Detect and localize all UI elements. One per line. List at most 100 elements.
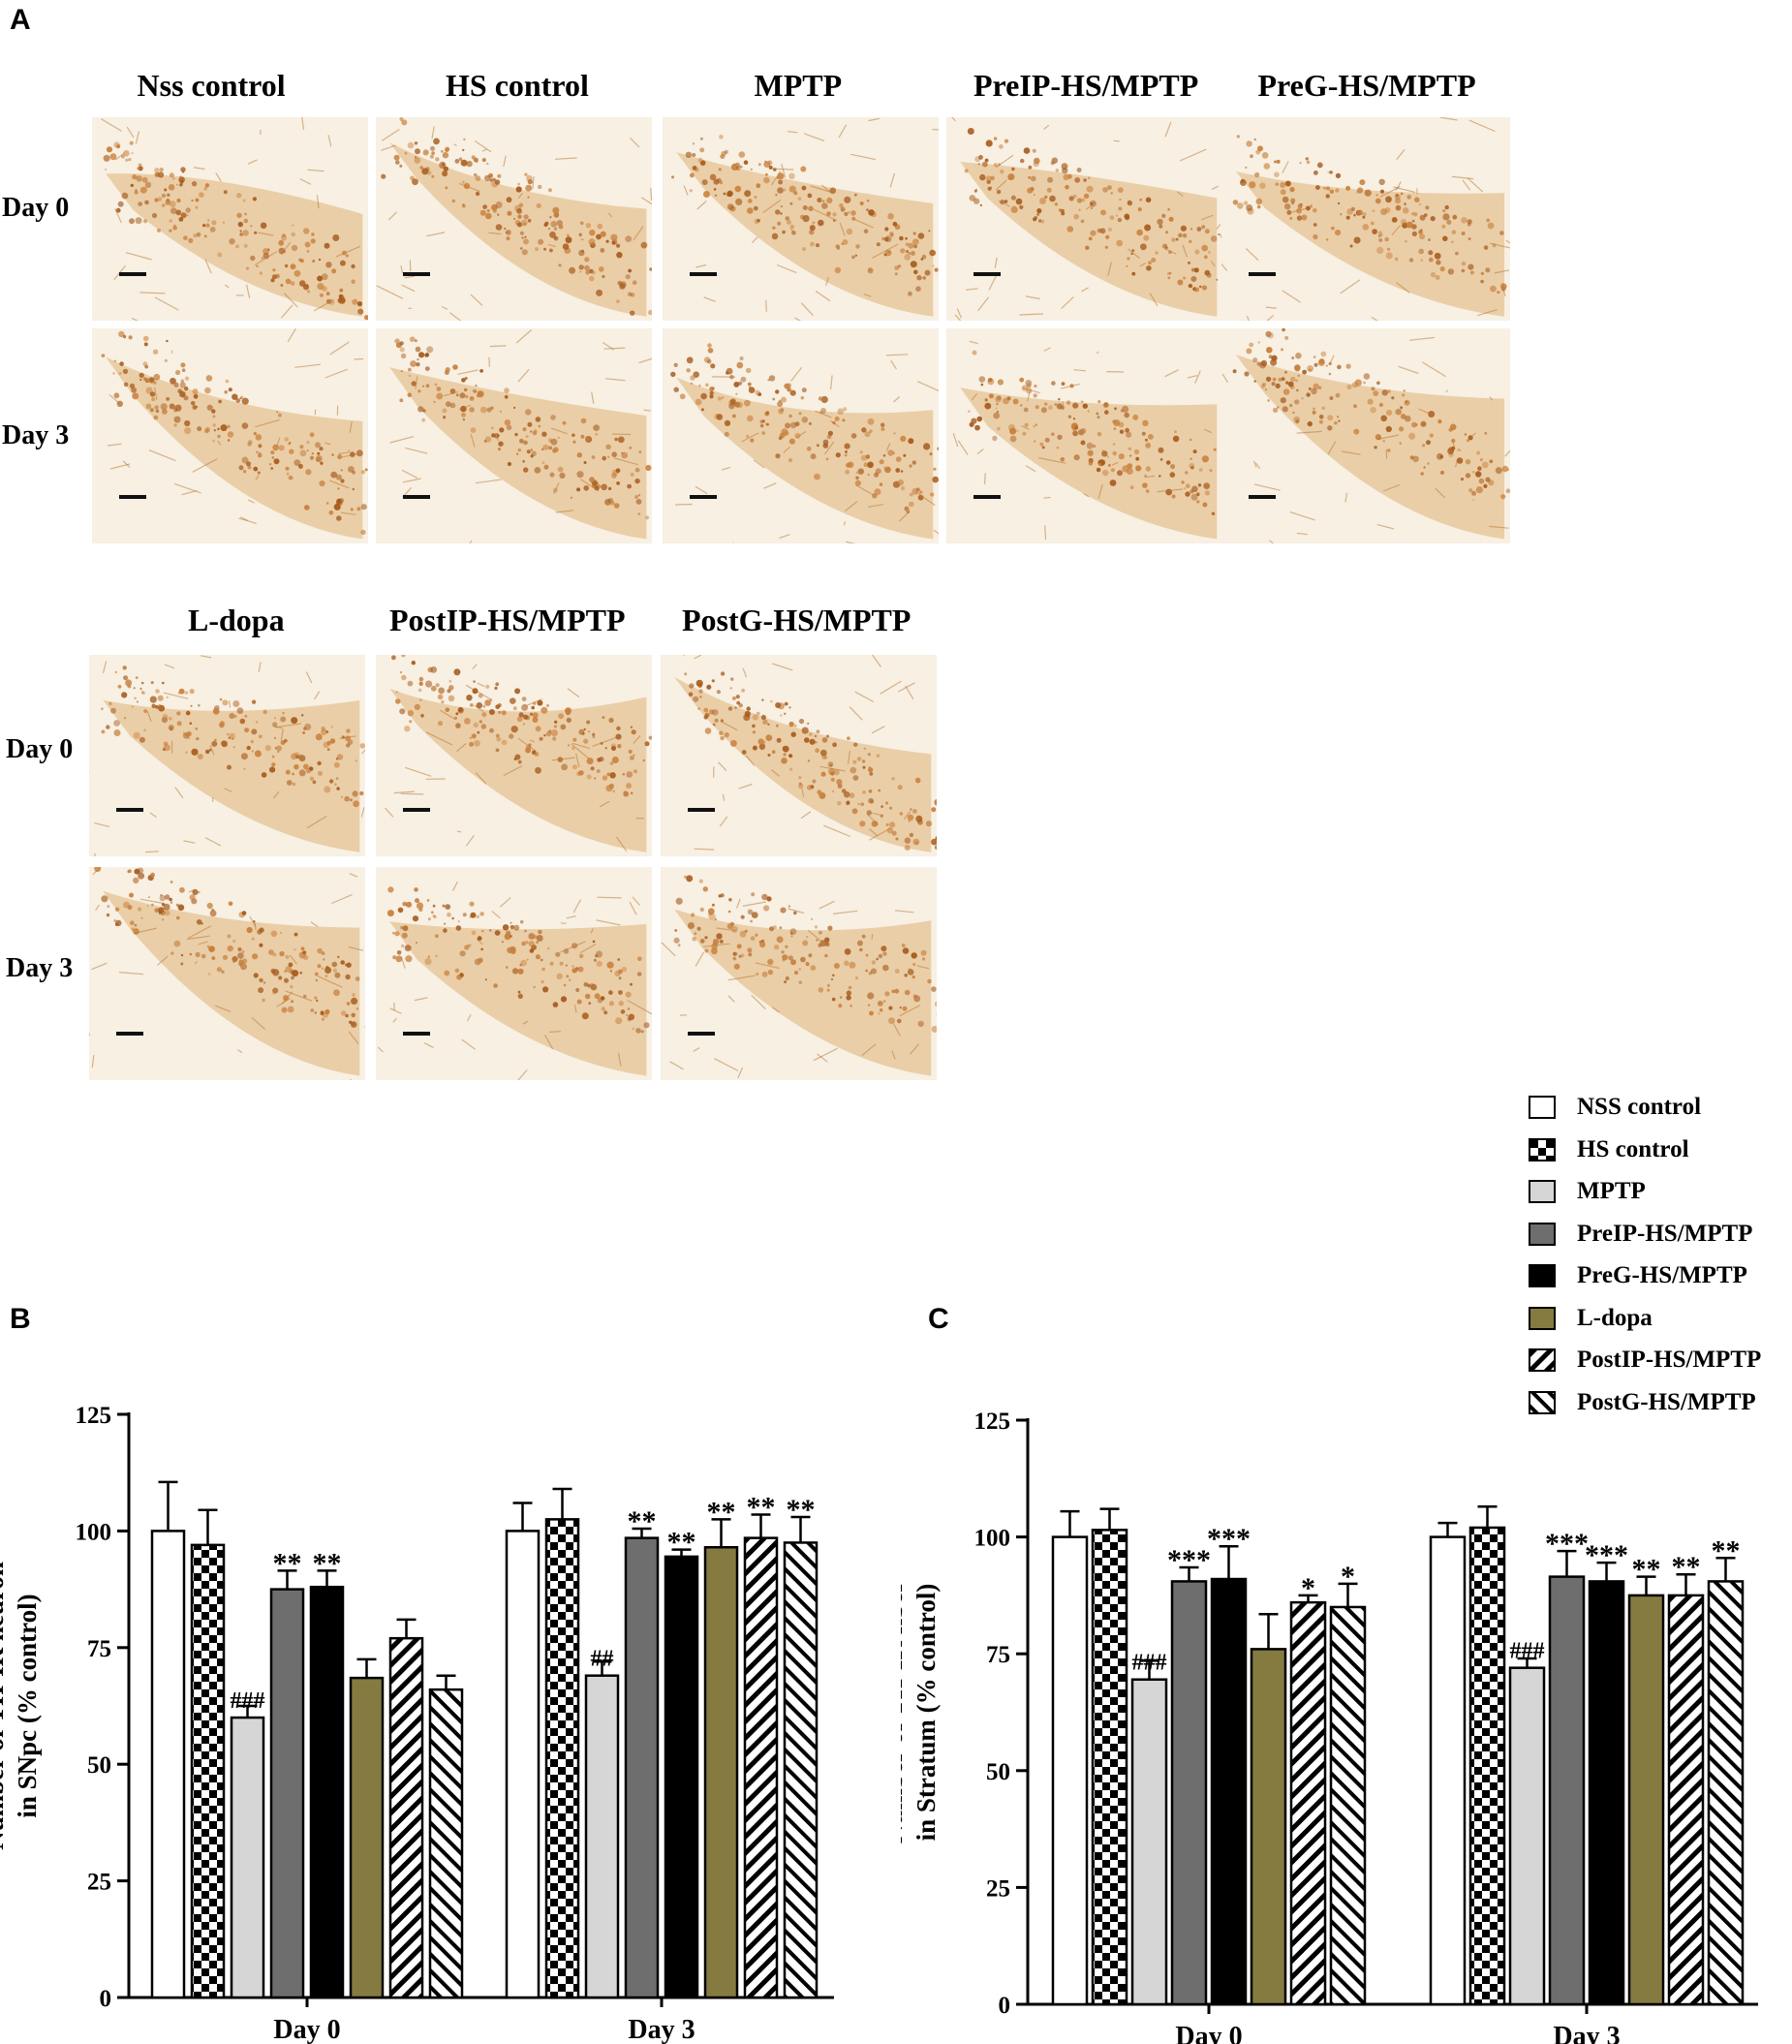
significance-label: *: [1341, 1561, 1355, 1593]
legend-entry: PreG-HS/MPTP: [1529, 1261, 1747, 1290]
bar: [349, 1676, 385, 1999]
bar: [1250, 1648, 1287, 2006]
micrograph-panel: [89, 867, 365, 1080]
bar: [1170, 1580, 1208, 2006]
scale-bar: [403, 808, 430, 812]
micrograph-panel: [663, 117, 939, 321]
panel-b-letter: B: [10, 1303, 31, 1335]
bar: [309, 1585, 345, 1999]
bar: [664, 1555, 699, 1999]
legend-entry: PostG-HS/MPTP: [1529, 1388, 1756, 1417]
bar: [1707, 1580, 1745, 2006]
y-tick-label: 75: [87, 1636, 111, 1662]
legend-label: PreG-HS/MPTP: [1577, 1262, 1747, 1288]
significance-label: **: [1672, 1551, 1701, 1583]
scale-bar: [116, 808, 143, 812]
bar: [1588, 1580, 1625, 2006]
significance-label: **: [1712, 1534, 1741, 1566]
scale-bar: [119, 272, 146, 276]
significance-label: ###: [1132, 1651, 1167, 1676]
scale-bar: [688, 1032, 715, 1036]
legend-label: MPTP: [1577, 1178, 1646, 1204]
x-category-label: Day 3: [1553, 2022, 1620, 2044]
significance-label: **: [787, 1494, 816, 1526]
micrograph-panel: [1221, 328, 1510, 543]
significance-label: **: [273, 1547, 302, 1579]
significance-label: ###: [1510, 1639, 1545, 1664]
micrograph-panel: [661, 867, 937, 1080]
legend-label: PreIP-HS/MPTP: [1577, 1220, 1753, 1247]
y-tick-label: 50: [87, 1752, 111, 1779]
bar: [428, 1688, 464, 1999]
bar: [1289, 1600, 1327, 2006]
legend-swatch: [1529, 1306, 1556, 1330]
bar: [1130, 1678, 1168, 2006]
legend-swatch: [1529, 1137, 1556, 1161]
legend-swatch: [1529, 1180, 1556, 1203]
bar: [1627, 1594, 1665, 2006]
bar: [230, 1716, 265, 1999]
bar: [1210, 1577, 1248, 2006]
y-tick-label: 100: [974, 1526, 1011, 1552]
scale-bar: [973, 495, 1001, 499]
legend-label: PostIP-HS/MPTP: [1577, 1347, 1762, 1373]
scale-bar: [403, 495, 430, 499]
column-title: MPTP: [754, 68, 843, 103]
bar: [544, 1518, 580, 1999]
bar: [190, 1543, 226, 1999]
legend-label: L-dopa: [1577, 1304, 1653, 1331]
y-axis-label: Number of TH-IR fiber in Stratum (% contr…: [901, 1581, 941, 1843]
significance-label: **: [628, 1505, 657, 1537]
significance-label: **: [747, 1492, 776, 1524]
bar: [1329, 1605, 1367, 2006]
bar: [1051, 1535, 1089, 2006]
micrograph-panel: [663, 328, 939, 543]
significance-label: *: [1301, 1572, 1315, 1604]
legend-entry: L-dopa: [1529, 1304, 1653, 1333]
scale-bar: [403, 1032, 430, 1036]
y-axis-label: Number of TH-IR neuron in SNpc (% control…: [0, 1562, 42, 1850]
micrograph-panel: [376, 655, 652, 856]
significance-label: **: [667, 1527, 696, 1559]
bar: [150, 1530, 186, 1999]
bar: [1091, 1529, 1128, 2006]
column-title: Nss control: [137, 68, 286, 103]
y-tick-label: 125: [974, 1409, 1011, 1435]
column-title: PreIP-HS/MPTP: [973, 68, 1199, 103]
row-label: Day 0: [6, 734, 74, 764]
x-category-label: Day 3: [628, 2015, 695, 2044]
y-tick-label: 0: [100, 1986, 112, 2012]
scale-bar: [690, 495, 717, 499]
x-category-label: Day 0: [1175, 2022, 1242, 2044]
y-tick-label: 50: [986, 1759, 1010, 1785]
bar: [584, 1674, 620, 1999]
significance-label: ##: [591, 1647, 614, 1672]
y-tick-label: 125: [76, 1403, 112, 1429]
significance-label: **: [707, 1496, 736, 1528]
significance-label: ###: [231, 1688, 265, 1714]
bar: [1429, 1535, 1467, 2006]
scale-bar: [688, 808, 715, 812]
chart-c-th-ir-fiber: Number of TH-IR fiber in Stratum (% contr…: [901, 1409, 1758, 2044]
significance-label: ***: [1585, 1539, 1628, 1571]
y-tick-label: 0: [999, 1993, 1011, 2019]
column-title: PostIP-HS/MPTP: [389, 603, 626, 637]
panel-a-letter: A: [10, 4, 31, 36]
significance-label: ***: [1167, 1544, 1211, 1576]
micrograph-panel: [376, 117, 652, 321]
micrograph-panel: [92, 328, 368, 543]
scale-bar: [119, 495, 146, 499]
micrograph-panel: [376, 867, 652, 1080]
legend-entry: PostIP-HS/MPTP: [1529, 1346, 1761, 1375]
legend-label: NSS control: [1577, 1094, 1702, 1120]
legend-label: PostG-HS/MPTP: [1577, 1388, 1756, 1415]
micrograph-panel: [946, 117, 1222, 321]
y-tick-label: 25: [986, 1875, 1010, 1902]
row-label: Day 3: [2, 420, 70, 450]
y-tick-label: 25: [87, 1870, 111, 1896]
significance-label: **: [313, 1547, 342, 1579]
scale-bar: [690, 272, 717, 276]
bar: [505, 1530, 541, 1999]
legend-entry: PreIP-HS/MPTP: [1529, 1220, 1752, 1249]
legend-swatch: [1529, 1390, 1556, 1414]
